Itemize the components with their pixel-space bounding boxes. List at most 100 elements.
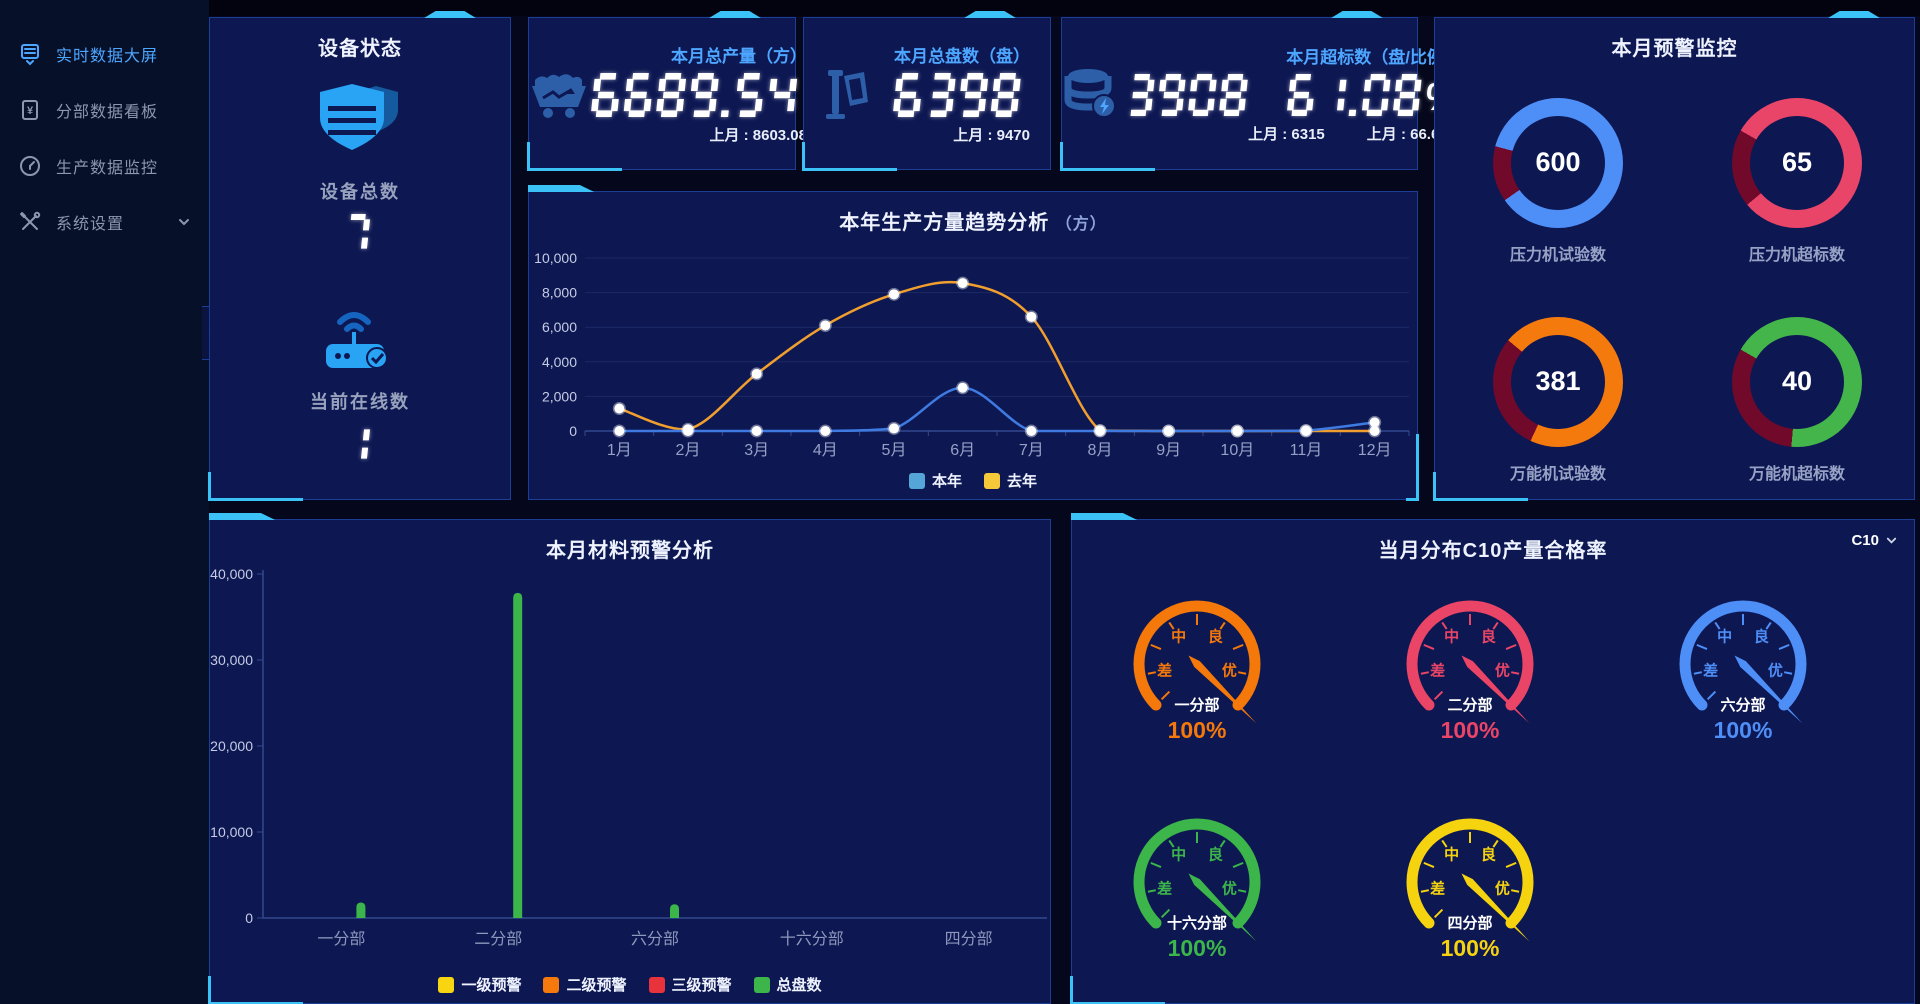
gauge-十六分部: 差中 良优十六分部 100% xyxy=(1097,804,1297,968)
legend-item-三级预警[interactable]: 三级预警 xyxy=(648,974,732,995)
svg-text:100%: 100% xyxy=(1441,717,1500,743)
production-monitor-icon xyxy=(20,156,40,176)
device-status-panel: 设备状态 设备总数 当前在线数 xyxy=(208,11,511,501)
sidebar-item-production-monitor[interactable]: 生产数据监控 xyxy=(0,138,209,194)
svg-text:100%: 100% xyxy=(1168,717,1227,743)
svg-text:二分部: 二分部 xyxy=(474,930,522,948)
svg-text:12月: 12月 xyxy=(1358,442,1392,459)
legend-item-总盘数[interactable]: 总盘数 xyxy=(753,974,822,995)
svg-text:1月: 1月 xyxy=(607,442,632,459)
svg-text:6,000: 6,000 xyxy=(542,319,577,335)
sidebar-item-system-settings[interactable]: 系统设置 xyxy=(0,194,209,250)
svg-text:十六分部: 十六分部 xyxy=(780,930,844,948)
donut-label: 万能机超标数 xyxy=(1748,466,1845,483)
svg-text:4月: 4月 xyxy=(813,442,838,459)
svg-text:中: 中 xyxy=(1171,628,1186,646)
trend-line-chart: 0 2,000 4,000 6,000 8,000 10,000 1月 2月 3月 4月 5月 6月 7… xyxy=(534,250,1410,459)
donut-压力机超标数: 65 压力机超标数 xyxy=(1732,98,1862,265)
legend-item-去年[interactable]: 去年 xyxy=(984,470,1037,491)
kpi-card-total-volume: 本月总产量（方） 上月 : 8603.08 xyxy=(527,11,807,171)
svg-text:100%: 100% xyxy=(1168,935,1227,961)
donut-value: 65 xyxy=(1781,146,1813,177)
panel-deco-tab xyxy=(1331,11,1383,18)
sidebar-item-label: 生产数据监控 xyxy=(56,160,159,177)
svg-text:四分部: 四分部 xyxy=(1447,914,1492,932)
svg-text:差: 差 xyxy=(1703,661,1718,679)
router-online-icon xyxy=(326,312,388,369)
legend-item-本年[interactable]: 本年 xyxy=(908,470,962,491)
svg-text:9月: 9月 xyxy=(1156,442,1181,459)
svg-text:优: 优 xyxy=(1495,661,1510,679)
svg-text:2,000: 2,000 xyxy=(542,388,577,404)
legend-item-二级预警[interactable]: 二级预警 xyxy=(543,974,627,995)
panel-deco-tab xyxy=(964,11,1016,18)
sidebar-item-label: 实时数据大屏 xyxy=(56,48,159,65)
panel-deco-tab xyxy=(209,513,276,520)
material-bar-chart: 0 10,000 20,000 30,000 40,000 一分部 二分部 六分部 十六分部 四分… xyxy=(210,566,1047,948)
legend-swatch xyxy=(984,472,1000,489)
svg-text:5月: 5月 xyxy=(882,442,907,459)
svg-text:10,000: 10,000 xyxy=(210,824,253,840)
legend-swatch xyxy=(908,472,925,489)
donut-label: 万能机试验数 xyxy=(1509,466,1606,483)
legend-swatch xyxy=(438,976,455,993)
svg-text:优: 优 xyxy=(1222,879,1237,897)
material-warning-panel: 本月材料预警分析 0 10,000 20,000 30,000 40,000 一分部 二分部… xyxy=(208,513,1051,1004)
svg-text:中: 中 xyxy=(1717,628,1732,646)
panel-title: 本年生产方量趋势分析 （方） xyxy=(529,206,1417,235)
svg-text:4,000: 4,000 xyxy=(542,354,577,370)
concrete-grade-value: C10 xyxy=(1851,532,1879,549)
svg-text:30,000: 30,000 xyxy=(210,652,253,668)
sidebar-item-branch-board[interactable]: ¥ 分部数据看板 xyxy=(0,82,209,138)
gauge-二分部: 差中 良优二分部 100% xyxy=(1370,586,1570,750)
chevron-down-icon xyxy=(179,219,189,226)
svg-text:0: 0 xyxy=(569,423,577,439)
svg-text:十六分部: 十六分部 xyxy=(1167,914,1227,932)
donut-ring: 40 xyxy=(1732,317,1862,447)
svg-text:10,000: 10,000 xyxy=(534,250,577,266)
svg-text:中: 中 xyxy=(1444,628,1459,646)
donut-label: 压力机试验数 xyxy=(1509,247,1606,264)
svg-text:11月: 11月 xyxy=(1290,442,1323,459)
svg-text:10月: 10月 xyxy=(1220,442,1254,459)
donut-ring: 600 xyxy=(1493,98,1623,228)
donut-hole xyxy=(1511,116,1605,210)
sidebar-item-realtime-screen[interactable]: 实时数据大屏 xyxy=(0,26,209,82)
quality-gauge-panel: 当月分布C10产量合格率 C10 差中良优一分部 100% 差中良优二分部 100% 差… xyxy=(1070,513,1915,1004)
device-total-value xyxy=(341,214,379,254)
donut-hole xyxy=(1750,335,1844,429)
panel-corner-accent xyxy=(1433,472,1528,501)
svg-text:差: 差 xyxy=(1430,661,1445,679)
mine-cart-icon xyxy=(532,73,586,118)
kpi-label: 本月总盘数（盘） xyxy=(894,47,1030,66)
panel-corner-accent xyxy=(1060,142,1155,171)
warning-monitor-panel: 本月预警监控 600 压力机试验数 65 压力机超标数 381 万能机试验数 4… xyxy=(1433,11,1915,501)
concrete-grade-select[interactable]: C10 xyxy=(1851,532,1898,549)
svg-text:良: 良 xyxy=(1754,628,1769,646)
svg-text:0: 0 xyxy=(245,910,253,926)
svg-text:优: 优 xyxy=(1222,661,1237,679)
device-total-label: 设备总数 xyxy=(320,182,400,202)
sidebar-item-label: 系统设置 xyxy=(56,216,125,233)
legend-item-一级预警[interactable]: 一级预警 xyxy=(438,974,521,995)
panel-title: 本月预警监控 xyxy=(1611,38,1738,60)
panel-corner-accent xyxy=(1070,976,1165,1004)
donut-hole xyxy=(1750,116,1844,210)
panel-title: 本月材料预警分析 xyxy=(546,540,714,562)
svg-text:差: 差 xyxy=(1157,879,1172,897)
kpi-card-total-batches: 本月总盘数（盘） 上月 : 9470 xyxy=(802,11,1051,171)
svg-text:2月: 2月 xyxy=(676,442,701,459)
donut-label: 压力机超标数 xyxy=(1748,247,1845,264)
svg-text:良: 良 xyxy=(1208,846,1223,864)
svg-text:差: 差 xyxy=(1430,879,1445,897)
panel-corner-accent xyxy=(1406,434,1419,501)
device-online-value xyxy=(341,424,379,464)
svg-text:二分部: 二分部 xyxy=(1447,696,1492,714)
gauge-四分部: 差中 良优四分部 100% xyxy=(1370,804,1570,968)
svg-text:20,000: 20,000 xyxy=(210,738,253,754)
panel-corner-accent xyxy=(802,142,897,171)
